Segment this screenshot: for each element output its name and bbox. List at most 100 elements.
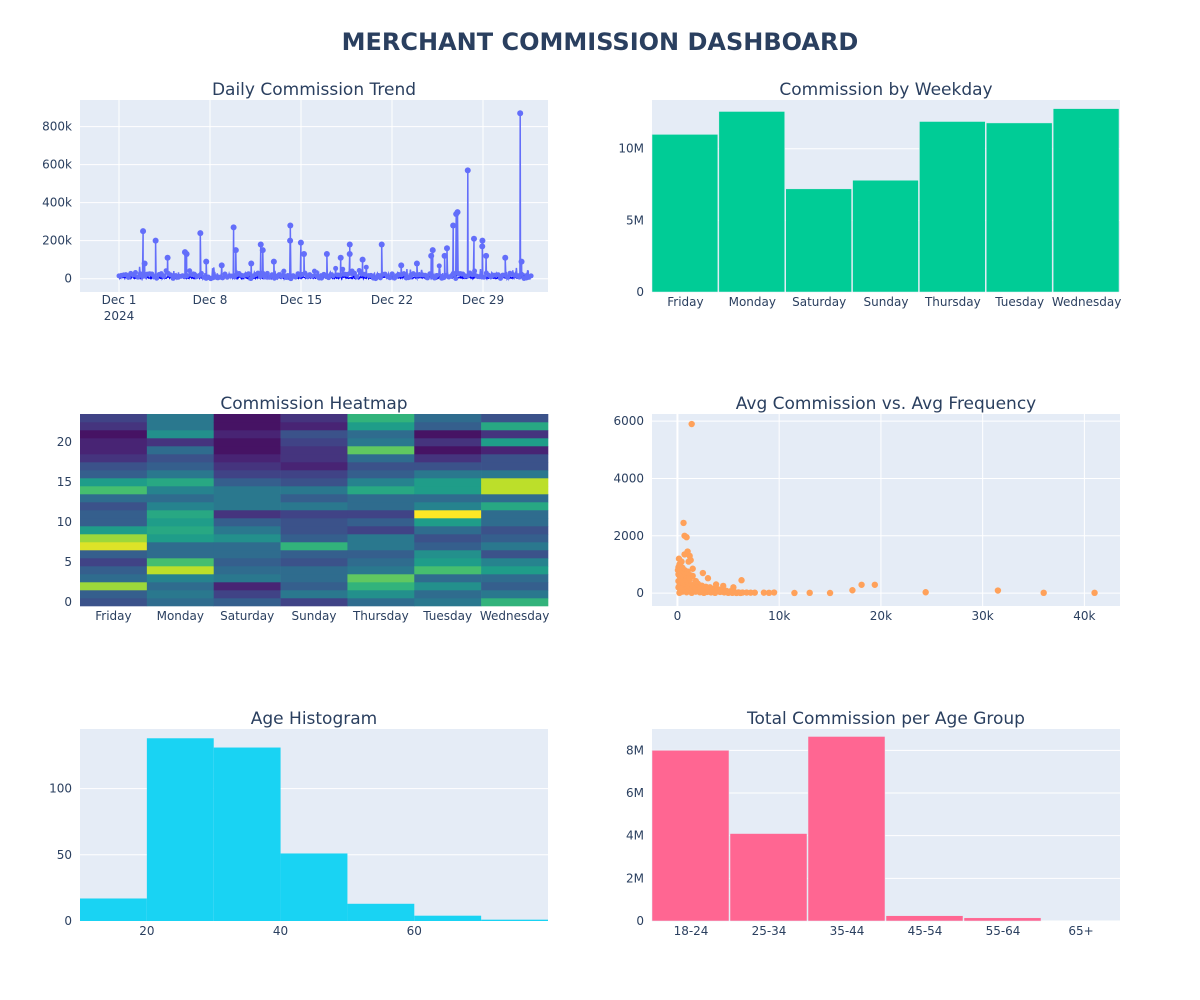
peak-point — [464, 167, 471, 174]
age-group-bar — [885, 915, 964, 922]
data-point — [262, 274, 268, 280]
heatmap-cell — [146, 486, 215, 495]
peak-point — [270, 258, 277, 265]
data-point — [351, 270, 357, 276]
heatmap-cell — [280, 534, 348, 543]
heatmap-cell — [146, 494, 215, 503]
chart-title: Age Histogram — [251, 709, 377, 729]
x-tick-label: Dec 8 — [193, 293, 228, 307]
heatmap-cell — [146, 430, 215, 439]
commission-heatmap-chart: Commission Heatmap Friday Monday Saturday Su… — [57, 394, 550, 623]
x-tick-label: Saturday — [220, 609, 274, 623]
heatmap-cell — [80, 486, 148, 495]
y-tick-label: 50 — [57, 848, 72, 862]
data-point — [354, 274, 360, 280]
heatmap-cell — [146, 574, 215, 583]
heatmap-cell — [80, 502, 148, 511]
y-tick-label: 15 — [57, 475, 72, 489]
heatmap-cell — [80, 446, 148, 455]
heatmap-cell — [414, 574, 482, 583]
scatter-point — [675, 555, 683, 562]
heatmap-cell — [347, 470, 415, 479]
scatter-point — [700, 589, 708, 597]
data-point — [387, 275, 393, 281]
age-group-bar — [963, 917, 1042, 922]
data-point — [340, 266, 346, 272]
data-point — [132, 270, 138, 276]
heatmap-cell — [213, 430, 281, 439]
scatter-point — [858, 581, 865, 588]
data-point — [505, 274, 511, 280]
x-tick-label: 40 — [273, 924, 288, 938]
peak-point — [300, 250, 307, 257]
y-tick-label: 400k — [42, 196, 72, 210]
peak-point — [518, 258, 525, 265]
x-tick-label: Sunday — [864, 295, 909, 309]
chart-title: Commission Heatmap — [220, 394, 407, 414]
x-tick-label: Monday — [157, 609, 204, 623]
y-tick-label: 10 — [57, 515, 72, 529]
data-point — [184, 273, 190, 279]
avg-commission-vs-frequency-chart: Avg Commission vs. Avg Frequency 0 10k 20k 3… — [613, 394, 1120, 623]
x-tick-label: Tuesday — [422, 609, 472, 623]
heatmap-cell — [347, 582, 415, 591]
heatmap-cell — [280, 478, 348, 487]
heatmap-cell — [80, 414, 148, 423]
heatmap-cell — [80, 574, 148, 583]
age-histogram-bar — [481, 919, 548, 921]
heatmap-cell — [347, 566, 415, 575]
scatter-point — [922, 589, 929, 596]
peak-point — [164, 254, 171, 261]
y-tick-label: 5 — [64, 555, 72, 569]
age-histogram-bar — [80, 898, 147, 921]
plot-area — [80, 100, 548, 292]
y-tick-label: 6M — [626, 786, 644, 800]
x-tick-label: 25-34 — [752, 924, 787, 938]
heatmap-cell — [481, 590, 549, 599]
y-tick-label: 600k — [42, 158, 72, 172]
scatter-point — [685, 558, 692, 565]
chart-title: Commission by Weekday — [779, 80, 992, 100]
data-point — [436, 263, 442, 269]
heatmap-cell — [347, 574, 415, 583]
scatter-point — [711, 589, 719, 597]
total-commission-per-age-group-chart: Total Commission per Age Group 0 2M 4M 6M 8M 1… — [626, 709, 1120, 938]
data-point — [125, 274, 131, 280]
peak-point — [517, 110, 524, 117]
heatmap-cell — [80, 550, 148, 559]
heatmap-cell — [280, 454, 348, 463]
heatmap-cell — [414, 582, 482, 591]
heatmap-cell — [80, 542, 148, 551]
data-point — [361, 271, 367, 277]
x-tick-label: Wednesday — [480, 609, 549, 623]
heatmap-cell — [80, 526, 148, 535]
weekday-bar — [785, 188, 852, 293]
data-point — [260, 270, 266, 276]
scatter-point — [699, 569, 707, 577]
x-tick-label: 30k — [972, 609, 994, 623]
age-histogram-bar — [280, 853, 348, 921]
data-point — [401, 271, 407, 277]
y-tick-label: 2000 — [613, 529, 644, 543]
heatmap-cell — [280, 462, 348, 471]
scatter-point — [871, 581, 879, 588]
x-tick-label: 60 — [407, 924, 422, 938]
age-histogram-bar — [213, 747, 281, 921]
age-group-bar — [729, 833, 808, 922]
heatmap-cell — [146, 550, 215, 559]
x-tick-label: Thursday — [924, 295, 981, 309]
heatmap-cell — [280, 566, 348, 575]
peak-point — [218, 262, 225, 269]
heatmap-cell — [347, 510, 415, 519]
scatter-point — [712, 581, 720, 588]
heatmap-cell — [146, 542, 215, 551]
peak-point — [443, 245, 450, 252]
y-tick-label: 200k — [42, 234, 72, 248]
heatmap-cell — [280, 422, 348, 431]
heatmap-cell — [347, 438, 415, 447]
heatmap-cell — [213, 502, 281, 511]
heatmap-cell — [414, 510, 482, 519]
heatmap-cell — [213, 534, 281, 543]
data-point — [319, 275, 325, 281]
heatmap-cell — [481, 414, 549, 423]
